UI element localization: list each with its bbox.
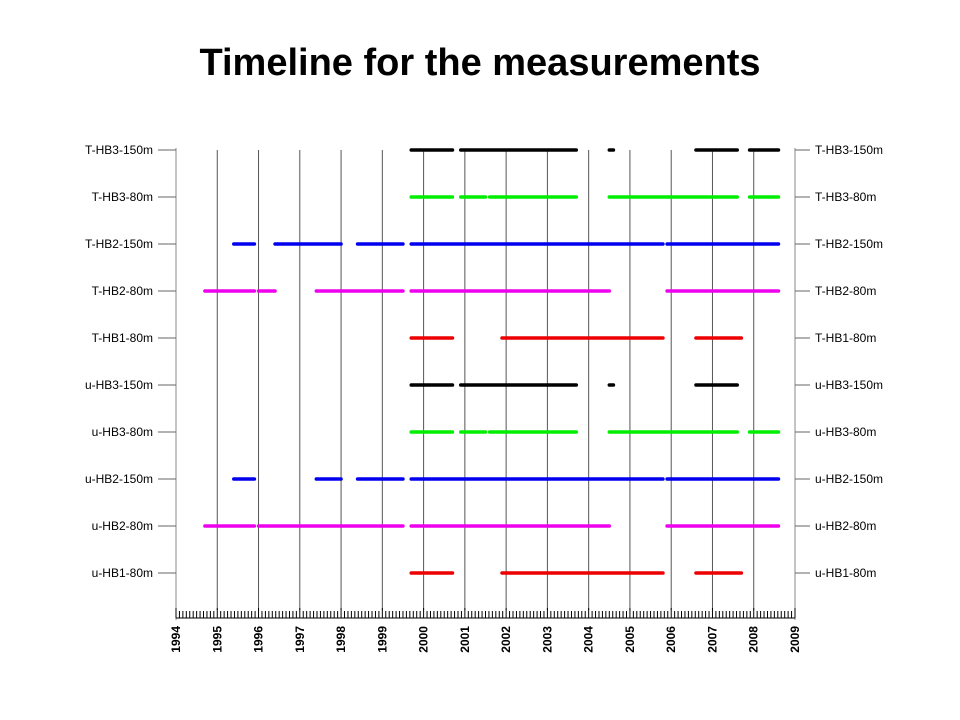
x-tick-label: 2005 (623, 626, 637, 653)
x-tick-label: 1998 (334, 626, 348, 653)
row-label-left: T-HB2-150m (85, 237, 153, 251)
x-tick-label: 2000 (417, 626, 431, 653)
x-tick-label: 1997 (293, 626, 307, 653)
row-label-right: u-HB2-80m (815, 519, 876, 533)
x-tick-label: 2002 (499, 626, 513, 653)
row-label-right: T-HB1-80m (815, 331, 876, 345)
page-title: Timeline for the measurements (199, 42, 761, 84)
x-tick-label: 2007 (705, 626, 719, 653)
row-label-right: u-HB3-80m (815, 425, 876, 439)
row-label-left: T-HB1-80m (92, 331, 153, 345)
row-label-left: u-HB3-150m (85, 378, 153, 392)
row-label-right: u-HB1-80m (815, 566, 876, 580)
row-label-left: T-HB2-80m (92, 284, 153, 298)
x-tick-label: 2003 (540, 626, 554, 653)
row-label-left: u-HB2-150m (85, 472, 153, 486)
row-label-left: u-HB2-80m (92, 519, 153, 533)
row-label-left: T-HB3-150m (85, 143, 153, 157)
row-label-right: u-HB3-150m (815, 378, 883, 392)
row-label-left: u-HB1-80m (92, 566, 153, 580)
x-tick-label: 1994 (169, 626, 183, 653)
row-label-right: T-HB2-150m (815, 237, 883, 251)
row-label-right: T-HB3-150m (815, 143, 883, 157)
row-label-left: T-HB3-80m (92, 190, 153, 204)
x-tick-label: 1996 (252, 626, 266, 653)
x-tick-label: 1999 (375, 626, 389, 653)
x-tick-label: 2001 (458, 626, 472, 653)
x-tick-label: 1995 (210, 626, 224, 653)
x-tick-label: 2008 (747, 626, 761, 653)
x-tick-label: 2009 (788, 626, 802, 653)
row-label-left: u-HB3-80m (92, 425, 153, 439)
row-label-right: u-HB2-150m (815, 472, 883, 486)
row-label-right: T-HB2-80m (815, 284, 876, 298)
x-tick-label: 2004 (582, 626, 596, 653)
row-label-right: T-HB3-80m (815, 190, 876, 204)
x-tick-label: 2006 (664, 626, 678, 653)
